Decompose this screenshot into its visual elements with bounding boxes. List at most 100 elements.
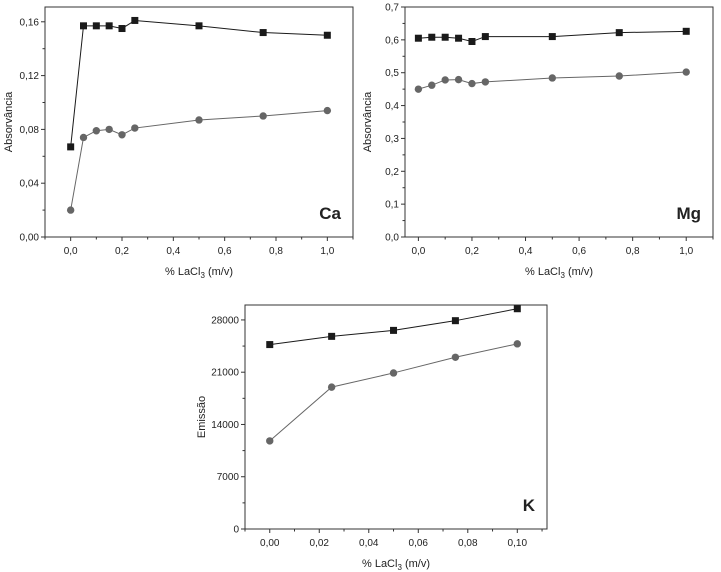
data-point-circle [92,127,101,135]
y-tick-label: 14000 [211,420,239,431]
x-tick-label: 0,00 [260,538,280,549]
y-tick-label: 0 [233,525,239,536]
data-point-circle [66,206,75,214]
data-point-square [481,33,489,41]
y-tick-label: 0,7 [385,3,399,14]
y-tick-label: 0,04 [20,179,40,190]
y-tick-label: 0,12 [20,71,40,82]
element-label: Ca [319,204,341,223]
data-point-square [390,326,398,334]
data-point-circle [327,383,336,391]
y-tick-label: 0,4 [385,101,399,112]
x-axis-label: % LaCl3 (m/v) [165,266,233,280]
x-tick-label: 0,08 [458,538,478,549]
data-point-square [105,22,113,30]
data-point-circle [682,68,690,76]
y-axis-label: Absorvância [362,91,374,152]
x-axis-label-main: % LaCl [362,558,397,570]
data-point-square [548,33,556,41]
x-tick-label: 0,2 [115,246,129,257]
x-tick-label: 0,4 [519,246,533,257]
element-label: K [523,496,536,515]
chart-mg: 0,0 0,2 0,4 0,6 0,8 1,0 0,0 0,1 0,2 0,3 0,4 0,5 0,6 0… [362,3,714,280]
x-tick-label: 0,8 [626,246,640,257]
x-axis-label-main: % LaCl [165,266,200,278]
x-axis-label-subscript: 3 [200,271,205,280]
y-tick-label: 0,6 [385,35,399,46]
data-point-circle [105,125,113,134]
y-tick-label: 21000 [211,368,239,379]
x-tick-label: 0,06 [409,538,429,549]
x-tick-label: 0,2 [465,246,479,257]
data-point-square [455,34,463,42]
x-axis-label: % LaCl3 (m/v) [362,558,430,572]
x-axis-label-subscript: 3 [560,271,565,280]
x-tick-label: 0,4 [166,246,180,257]
y-tick-label: 0,0 [385,233,399,244]
x-axis-label-main: % LaCl [525,266,560,278]
x-axis-label-unit: (m/v) [565,266,593,278]
data-point-circle [389,369,398,377]
y-tick-label: 0,08 [20,125,40,136]
data-point-circle [266,437,274,445]
x-axis-label-unit: (m/v) [402,558,430,570]
data-point-circle [513,340,521,348]
data-point-circle [548,74,557,82]
data-point-circle [451,353,460,361]
data-point-square [682,27,690,35]
data-point-circle [259,112,267,120]
data-point-square [259,29,267,37]
data-point-circle [79,133,88,142]
data-point-square [92,22,100,30]
data-point-square [118,25,126,33]
plot-frame [404,6,714,238]
series-line-circle [269,343,518,442]
x-tick-label: 0,02 [310,538,330,549]
x-axis-label-subscript: 3 [397,563,402,572]
x-tick-label: 0,04 [359,538,379,549]
x-tick-label: 0,6 [572,246,586,257]
element-label: Mg [676,204,701,223]
data-point-circle [414,85,423,93]
data-point-circle [195,116,203,124]
data-point-square [428,33,436,41]
data-point-square [67,143,75,151]
chart-ca: 0,0 0,2 0,4 0,6 0,8 1,0 0,00 0,04 0,08 0,12 0,16 % … [3,6,354,280]
data-point-circle [131,124,139,132]
data-point-square [414,34,422,42]
series-line-square [269,308,518,346]
data-point-square [441,33,449,41]
x-axis-label-unit: (m/v) [205,266,233,278]
data-point-square [266,341,274,349]
data-point-square [80,22,87,30]
data-point-square [615,29,623,37]
data-point-square [328,332,336,340]
data-point-square [451,317,459,325]
chart-k: 0,00 0,02 0,04 0,06 0,08 0,10 0 7000 14000 21000 2… [196,304,548,572]
data-point-circle [454,75,463,84]
y-axis-label: Absorvância [3,91,15,152]
series-line-circle [70,110,328,211]
y-tick-label: 0,3 [385,134,399,145]
data-point-square [131,16,139,24]
data-point-circle [441,76,449,84]
data-point-circle [428,81,436,89]
data-point-square [468,38,476,45]
x-tick-label: 0,10 [508,538,528,549]
y-tick-label: 0,00 [20,233,40,244]
y-tick-label: 0,5 [385,68,399,79]
data-point-circle [481,78,490,86]
x-tick-label: 0,0 [64,246,78,257]
data-point-square [195,22,203,30]
plot-frame [244,304,548,530]
x-tick-label: 1,0 [679,246,693,257]
x-tick-label: 0,8 [269,246,283,257]
data-point-circle [118,131,126,139]
x-tick-label: 0,0 [411,246,425,257]
y-tick-label: 28000 [211,315,239,326]
data-point-circle [323,106,332,115]
data-point-circle [468,79,476,88]
y-tick-label: 7000 [217,472,240,483]
x-tick-label: 1,0 [320,246,334,257]
